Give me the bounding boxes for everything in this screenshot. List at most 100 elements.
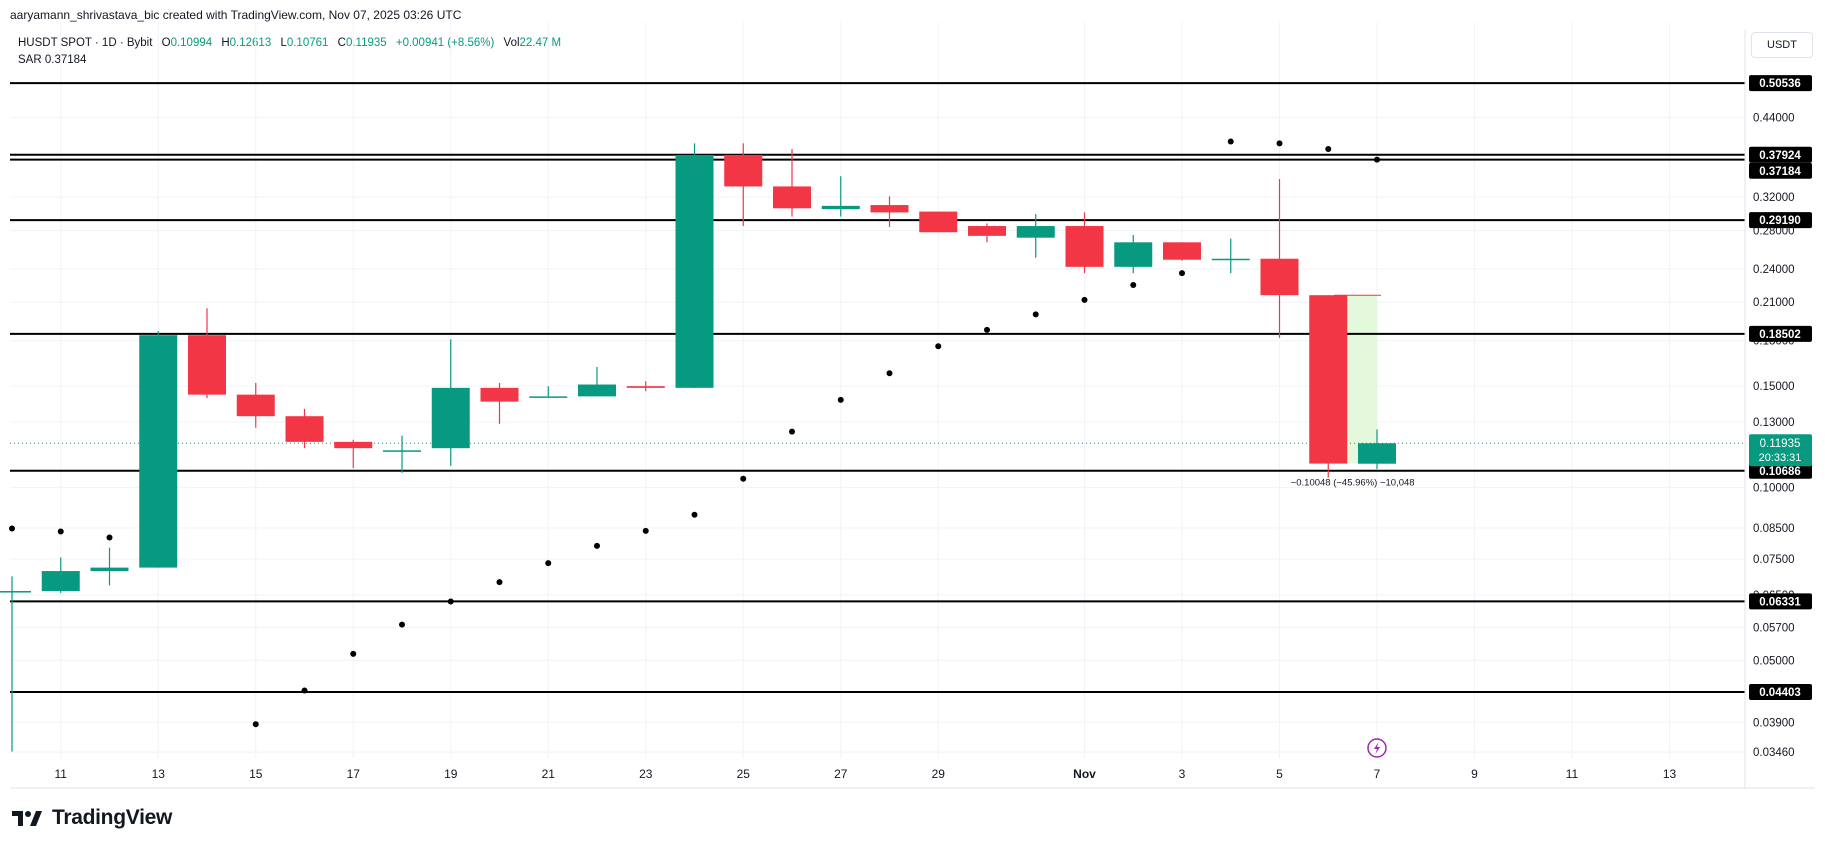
sar-dot: [496, 579, 503, 586]
sar-dot: [1081, 296, 1088, 303]
x-tick-label: 25: [737, 767, 751, 781]
horizontal-levels: [10, 82, 1745, 694]
sar-dot: [886, 370, 893, 377]
sar-dots: [9, 138, 1380, 728]
y-tick-label: 0.28000: [1753, 225, 1795, 237]
brand-footer: TradingView: [12, 806, 172, 830]
brand-name: TradingView: [52, 806, 173, 829]
y-tick-label: 0.03460: [1753, 747, 1795, 759]
candle-body: [919, 211, 958, 233]
low-label: L: [280, 37, 287, 49]
candle-body: [1309, 295, 1348, 464]
x-tick-label: 7: [1374, 767, 1381, 781]
sar-dot: [1227, 138, 1234, 145]
candle-body: [431, 387, 470, 449]
level-price-tag: [1749, 212, 1812, 229]
y-tick-label: 0.10000: [1753, 482, 1795, 494]
candle-body: [1211, 258, 1250, 261]
candle-body: [968, 226, 1006, 236]
x-tick-label: 23: [639, 767, 653, 781]
sar-dot: [106, 534, 113, 541]
candle-body: [529, 396, 568, 398]
level-price-tag: [1749, 325, 1812, 342]
sar-dot: [9, 525, 15, 532]
volume-value: 22.47 M: [519, 37, 562, 49]
level-price-label: 0.10686: [1759, 466, 1801, 478]
candle-body: [1163, 242, 1201, 260]
candle-body: [1358, 443, 1396, 464]
candle-body: [1016, 226, 1055, 238]
x-tick-label: 21: [542, 767, 556, 781]
volume-label: Vol: [503, 37, 520, 49]
sar-indicator-label[interactable]: SAR: [18, 54, 42, 66]
high-label: H: [221, 37, 230, 49]
level-price-label: 0.50536: [1759, 78, 1801, 90]
chart-creator-caption: aaryamann_shrivastava_bic created with T…: [10, 8, 462, 22]
lightning-bolt: [1374, 742, 1380, 754]
symbol-legend: HUSDT SPOT · 1D · Bybit O0.10994 H0.1261…: [18, 35, 561, 69]
x-tick-label: 3: [1179, 767, 1186, 781]
sar-dot: [789, 428, 795, 435]
currency-button[interactable]: USDT: [1751, 32, 1813, 58]
measure-label: −0.10048 (−45.96%) −10,048: [1291, 478, 1415, 489]
candle-body: [334, 441, 373, 449]
sar-dot: [1325, 146, 1332, 153]
sar-dot: [1276, 140, 1283, 147]
sar-dot: [301, 687, 308, 694]
candles: [0, 143, 1396, 752]
sar-dot: [837, 396, 844, 403]
x-tick-label: Nov: [1073, 767, 1096, 781]
candle-body: [821, 205, 860, 210]
y-tick-label: 0.07500: [1753, 554, 1795, 566]
y-tick-label: 0.15000: [1753, 381, 1795, 393]
level-price-tag: [1749, 684, 1812, 701]
sar-dot: [399, 621, 405, 628]
price-chart[interactable]: −0.10048 (−45.96%) −10,048 11 13 15 17 19 21 2…: [0, 0, 1825, 800]
sar-dot: [740, 475, 747, 482]
level-price-tag: [1749, 162, 1812, 179]
y-tick-label: 0.08500: [1753, 523, 1795, 535]
symbol-title[interactable]: HUSDT SPOT · 1D · Bybit: [18, 37, 153, 49]
candle-body: [870, 205, 909, 213]
candle-body: [675, 154, 714, 388]
candle-body: [1065, 226, 1104, 267]
sar-dot: [1374, 156, 1380, 163]
level-price-label: 0.37184: [1759, 166, 1801, 178]
x-tick-label: 19: [444, 767, 458, 781]
open-label: O: [161, 37, 171, 49]
y-tick-label: 0.21000: [1753, 297, 1795, 309]
y-tick-label: 0.05000: [1753, 655, 1795, 667]
candle-body: [626, 386, 665, 388]
level-price-label: 0.04403: [1759, 687, 1801, 699]
x-tick-label: 15: [249, 767, 263, 781]
level-price-label: 0.06331: [1759, 596, 1801, 608]
y-tick-label: 0.24000: [1753, 264, 1795, 276]
sar-dot: [545, 560, 552, 567]
candle-body: [578, 384, 616, 397]
y-tick-label: 0.13000: [1753, 417, 1795, 429]
sar-dot: [691, 511, 698, 518]
candle-body: [285, 416, 324, 442]
candle-body: [139, 335, 178, 568]
x-tick-label: 13: [1663, 767, 1677, 781]
sar-dot: [1130, 282, 1137, 289]
candle-body: [0, 591, 31, 593]
candle-body: [90, 567, 129, 572]
candle-body: [383, 450, 421, 452]
sar-dot: [642, 527, 649, 534]
x-tick-label: 13: [152, 767, 166, 781]
sar-dot: [935, 343, 942, 350]
level-price-tag: [1749, 75, 1812, 92]
candle-body: [188, 335, 226, 395]
sar-dot: [594, 542, 600, 549]
level-price-label: 0.18502: [1759, 329, 1801, 341]
level-price-tag: [1749, 593, 1812, 610]
change-value: +0.00941 (+8.56%): [395, 37, 495, 49]
x-tick-label: 5: [1276, 767, 1283, 781]
sar-dot: [57, 528, 64, 535]
x-tick-label: 17: [347, 767, 361, 781]
x-tick-label: 11: [55, 767, 68, 781]
last-price-tag: [1749, 434, 1812, 467]
candle-body: [1114, 242, 1153, 267]
y-tick-label: 0.05700: [1753, 623, 1795, 635]
